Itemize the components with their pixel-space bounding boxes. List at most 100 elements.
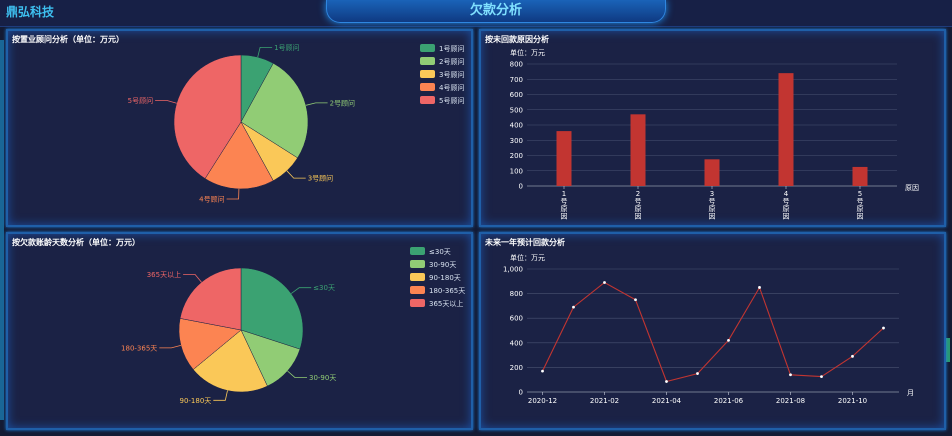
aging-pie-legend-swatch	[410, 286, 425, 294]
aging-pie-legend-label: 180-365天	[429, 287, 465, 295]
reason-x-tick-label: 1 号原因	[561, 190, 568, 221]
aging-pie-slice	[179, 267, 242, 331]
aging-pie-label-line	[290, 287, 312, 294]
aging-pie-slice-label: 90-180天	[180, 397, 212, 405]
aging-pie-legend-swatch	[410, 299, 425, 307]
advisor-pie-slice	[240, 62, 309, 159]
advisor-pie-legend-label: 1号顾问	[439, 45, 464, 53]
panel-title-aging: 按欠款账龄天数分析（单位：万元）	[12, 238, 140, 247]
advisor-pie-slice-label: 4号顾问	[199, 196, 224, 204]
reason-y-tick-label: 100	[510, 167, 523, 175]
reason-bar	[630, 114, 646, 186]
brand-logo-text: 鼎弘科技	[6, 5, 55, 19]
aging-pie-legend-swatch	[410, 260, 425, 268]
reason-y-tick-label: 600	[510, 91, 523, 99]
advisor-pie-slice-label: 1号顾问	[274, 44, 299, 52]
forecast-y-tick-label: 400	[510, 339, 523, 347]
forecast-y-tick-label: 1,000	[503, 266, 523, 274]
panel-title-reason: 按未回款原因分析	[485, 35, 549, 44]
reason-x-tick-label: 5 号原因	[857, 190, 864, 221]
panel-title-forecast: 未来一年预计回款分析	[485, 238, 565, 247]
forecast-x-axis-name: 月	[907, 389, 914, 397]
advisor-pie-legend-label: 3号顾问	[439, 71, 464, 79]
page-title: 欠款分析	[326, 0, 666, 23]
forecast-series-line	[542, 281, 884, 383]
aging-pie-label-line	[213, 390, 228, 401]
aging-pie-slice	[178, 318, 242, 370]
forecast-point	[696, 372, 699, 375]
forecast-point	[634, 298, 637, 302]
aging-pie-legend-label: 30-90天	[429, 261, 456, 269]
advisor-pie-legend-swatch	[420, 44, 435, 52]
advisor-pie-label-line	[155, 100, 177, 104]
reason-bar-chart: 单位：万元 0 100 200 300 400 500 600 700 800 1 号原因 2 号原因 3 号…	[510, 48, 919, 221]
aging-pie-slice	[192, 329, 268, 393]
advisor-pie-slice-label: 5号顾问	[128, 97, 153, 105]
advisor-pie-label-line	[226, 188, 240, 200]
forecast-y-tick-label: 200	[510, 364, 523, 372]
advisor-pie-chart: 1号顾问 2号顾问 3号顾问 4号顾问 5号顾问 1号顾问 2号顾问 3号顾问 4号顾问 5号顾问	[128, 44, 465, 204]
advisor-pie-legend-swatch	[420, 83, 435, 91]
aging-pie-label-line	[159, 345, 182, 349]
forecast-y-unit-label: 单位：万元	[510, 253, 545, 262]
reason-y-tick-label: 400	[510, 122, 523, 130]
aging-pie-slice-label: 30-90天	[309, 374, 336, 382]
reason-bar	[852, 166, 868, 186]
advisor-pie-legend-label: 2号顾问	[439, 58, 464, 66]
reason-x-tick-label: 2 号原因	[635, 190, 642, 221]
panel-aging: 按欠款账龄天数分析（单位：万元） ≤30天 30-90天 90-180天 180-36…	[6, 232, 473, 430]
aging-pie-legend-label: 365天以上	[429, 299, 463, 308]
forecast-point	[820, 375, 823, 379]
advisor-pie-legend-swatch	[420, 57, 435, 65]
advisor-pie-slice-label: 3号顾问	[308, 175, 333, 183]
reason-y-tick-label: 300	[510, 137, 523, 145]
reason-y-tick-label: 0	[519, 183, 523, 191]
aging-pie-legend-label: ≤30天	[429, 248, 451, 256]
reason-x-tick-label: 4 号原因	[783, 190, 790, 221]
aging-pie-slice-label: 180-365天	[121, 344, 157, 352]
advisor-pie-label-line	[305, 102, 328, 106]
reason-x-tick-label: 3 号原因	[709, 190, 716, 221]
advisor-pie-legend-label: 4号顾问	[439, 84, 464, 92]
forecast-point	[758, 286, 761, 289]
forecast-x-tick-label: 2021-06	[714, 397, 744, 405]
forecast-point	[665, 380, 668, 383]
reason-y-tick-label: 500	[510, 106, 523, 114]
reason-y-tick-label: 700	[510, 76, 523, 84]
forecast-x-tick-label: 2021-04	[652, 397, 682, 405]
advisor-pie-legend-label: 5号顾问	[439, 97, 464, 105]
advisor-pie-slice-label: 2号顾问	[330, 99, 355, 107]
forecast-point	[541, 369, 544, 373]
forecast-y-tick-label: 800	[510, 290, 523, 298]
panel-title-advisor: 按置业顾问分析（单位：万元）	[12, 35, 124, 44]
forecast-point	[603, 281, 606, 284]
advisor-pie-legend-swatch	[420, 70, 435, 78]
forecast-x-tick-label: 2021-02	[590, 397, 619, 405]
aging-pie-chart: ≤30天 30-90天 90-180天 180-365天 365天以上 ≤30天 30-90…	[121, 247, 465, 405]
forecast-y-tick-label: 600	[510, 315, 523, 323]
right-edge-handle[interactable]	[946, 338, 950, 362]
forecast-x-tick-label: 2020-12	[528, 397, 557, 405]
advisor-pie-label-line	[286, 170, 306, 179]
forecast-x-tick-label: 2021-08	[776, 397, 805, 405]
forecast-x-tick-label: 2021-10	[838, 397, 867, 405]
reason-y-tick-label: 200	[510, 152, 523, 160]
reason-bar	[778, 73, 794, 186]
panel-forecast: 未来一年预计回款分析 单位：万元 0 200 400 600 800 1,000 2020-1…	[479, 232, 946, 430]
aging-pie-slice-label: 365天以上	[147, 270, 181, 279]
reason-bar	[704, 159, 720, 186]
forecast-point	[851, 354, 854, 358]
forecast-line-chart: 单位：万元 0 200 400 600 800 1,000 2020-12 2021-02 202…	[503, 253, 914, 405]
forecast-point	[727, 338, 730, 342]
advisor-pie-label-line	[257, 46, 273, 58]
aging-pie-slice	[240, 267, 304, 350]
left-edge-decoration	[0, 40, 4, 420]
aging-pie-legend-swatch	[410, 273, 425, 281]
reason-y-unit-label: 单位：万元	[510, 48, 545, 57]
aging-pie-label-line	[287, 370, 307, 379]
advisor-pie-slice	[204, 121, 274, 190]
reason-y-tick-label: 800	[510, 61, 523, 69]
forecast-point	[572, 305, 575, 309]
forecast-point	[882, 326, 885, 330]
aging-pie-legend-label: 90-180天	[429, 274, 461, 282]
